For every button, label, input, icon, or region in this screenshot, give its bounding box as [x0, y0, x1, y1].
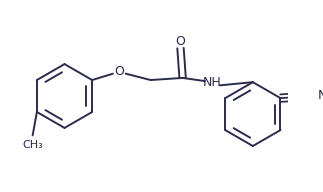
Text: NH: NH [203, 76, 222, 89]
Text: O: O [176, 35, 185, 48]
Text: CH₃: CH₃ [22, 140, 43, 150]
Text: N: N [317, 89, 323, 103]
Text: O: O [114, 65, 124, 78]
